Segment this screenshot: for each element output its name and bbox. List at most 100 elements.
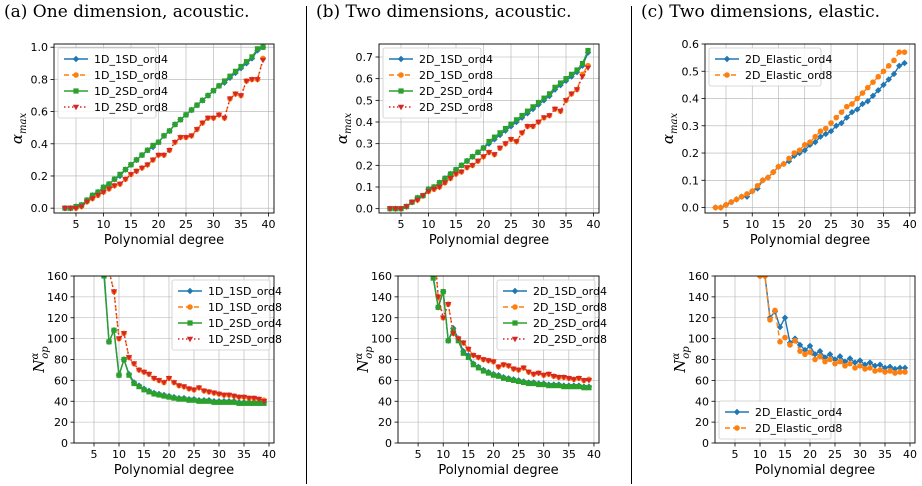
series-layer: [756, 276, 909, 376]
data-point-2D_2SD_ord8: [518, 130, 526, 137]
data-point-2D_Elastic_ord4: [854, 106, 861, 113]
x-tick-label: 5: [732, 448, 739, 461]
y-tick-label: 40: [54, 395, 68, 408]
data-point-2D_2SD_ord8: [535, 370, 542, 377]
data-point-1D_2SD_ord8: [120, 331, 128, 337]
data-point-2D_Elastic_ord4: [836, 353, 844, 360]
data-point-2D_Elastic_ord8: [762, 276, 768, 279]
data-point-1D_2SD_ord4: [121, 356, 127, 363]
x-tick-label: 5: [415, 448, 422, 461]
data-point-2D_2SD_ord4: [585, 47, 591, 54]
data-point-2D_2SD_ord8: [502, 141, 509, 147]
data-point-2D_2SD_ord8: [463, 165, 471, 171]
y-tick-label: 60: [378, 374, 392, 387]
y-tick-label: 0.6: [356, 73, 374, 86]
data-point-2D_2SD_ord8: [469, 163, 476, 169]
data-point-1D_2SD_ord8: [190, 387, 198, 393]
data-point-2D_2SD_ord4: [581, 385, 587, 391]
y-tick-label: 0.4: [682, 93, 700, 106]
legend-box: [382, 47, 482, 119]
data-point-2D_2SD_ord4: [579, 60, 586, 67]
legend-swatch-marker: [512, 320, 518, 326]
data-point-2D_Elastic_ord4: [827, 128, 835, 135]
data-point-1D_2SD_ord8: [250, 395, 258, 402]
y-tick-label: 160: [371, 270, 392, 283]
data-point-2D_2SD_ord8: [475, 355, 482, 361]
data-point-2D_2SD_ord8: [436, 184, 443, 191]
x-tick-label: 30: [537, 448, 551, 461]
data-point-2D_Elastic_ord4: [886, 363, 894, 371]
legend-label: 2D_Elastic_ord8: [755, 422, 842, 435]
data-point-1D_2SD_ord8: [150, 376, 158, 382]
legend-swatch-marker: [398, 72, 404, 78]
x-tick-label: 40: [262, 218, 276, 231]
data-point-1D_2SD_ord4: [101, 276, 107, 279]
y-axis-label-symbol: α: [333, 134, 351, 144]
data-point-2D_2SD_ord4: [460, 350, 466, 356]
data-point-2D_Elastic_ord8: [817, 128, 824, 135]
data-point-1D_2SD_ord8: [248, 77, 256, 83]
x-tick-label: 35: [878, 448, 892, 461]
data-point-2D_Elastic_ord4: [812, 138, 819, 146]
y-tick-label: 140: [47, 291, 68, 304]
data-point-1D_2SD_ord4: [131, 380, 137, 387]
data-point-1D_2SD_ord8: [232, 91, 239, 98]
data-point-1D_2SD_ord8: [130, 361, 138, 367]
legend-swatch-marker: [723, 55, 731, 63]
legend-swatch-marker: [397, 104, 405, 111]
x-tick-label: 5: [73, 218, 80, 231]
data-point-1D_2SD_ord4: [166, 128, 173, 134]
data-point-2D_2SD_ord8: [397, 206, 405, 212]
legend-label: 1D_2SD_ord4: [208, 317, 282, 330]
data-point-2D_2SD_ord4: [505, 376, 512, 382]
x-tick-label: 40: [587, 448, 601, 461]
data-point-1D_2SD_ord8: [226, 96, 234, 102]
y-axis-label-sub: op: [681, 346, 692, 359]
data-point-2D_2SD_ord8: [465, 346, 472, 353]
data-point-2D_Elastic_ord4: [817, 133, 824, 140]
data-point-2D_Elastic_ord8: [749, 188, 756, 194]
data-point-1D_2SD_ord8: [260, 399, 268, 405]
data-point-2D_Elastic_ord4: [843, 114, 850, 121]
data-point-2D_2SD_ord4: [552, 84, 558, 90]
data-point-2D_2SD_ord4: [535, 99, 542, 106]
x-tick-label: 25: [187, 448, 201, 461]
data-point-2D_2SD_ord8: [441, 180, 449, 186]
data-point-1D_2SD_ord4: [232, 68, 239, 74]
data-point-1D_2SD_ord8: [215, 112, 223, 119]
data-point-2D_2SD_ord8: [470, 353, 477, 359]
y-tick-label: 0.0: [356, 203, 374, 216]
chart-b_bottom: 5 10 15 20 25 30 35 40 0 20 40 60 80 100 120 140 160 Poly…: [354, 270, 607, 478]
data-point-2D_2SD_ord8: [447, 176, 454, 182]
data-point-2D_Elastic_ord8: [822, 358, 828, 365]
data-point-2D_2SD_ord8: [529, 124, 537, 130]
data-point-1D_2SD_ord4: [246, 400, 252, 406]
x-tick-label: 15: [137, 448, 151, 461]
data-point-2D_Elastic_ord8: [792, 337, 798, 344]
data-point-1D_2SD_ord8: [160, 152, 168, 159]
data-point-1D_2SD_ord8: [140, 369, 148, 376]
legend-label: 2D_1SD_ord8: [533, 301, 607, 314]
data-point-1D_2SD_ord8: [245, 395, 253, 402]
data-point-2D_Elastic_ord4: [833, 122, 840, 129]
data-point-1D_2SD_ord8: [149, 157, 157, 164]
data-point-2D_Elastic_ord8: [870, 79, 876, 85]
data-point-2D_Elastic_ord8: [723, 202, 729, 208]
data-point-2D_2SD_ord8: [520, 365, 527, 372]
x-tick-label: 40: [262, 448, 276, 461]
data-point-2D_Elastic_ord8: [772, 307, 778, 314]
data-point-1D_2SD_ord8: [185, 386, 193, 392]
data-point-1D_2SD_ord8: [175, 383, 183, 389]
data-point-2D_Elastic_ord8: [775, 163, 782, 170]
data-point-1D_2SD_ord4: [191, 397, 197, 403]
y-tick-label: 20: [378, 416, 392, 429]
data-point-2D_Elastic_ord4: [866, 359, 874, 366]
y-tick-label: 0.0: [682, 202, 700, 215]
data-point-2D_2SD_ord4: [563, 76, 569, 82]
data-point-2D_Elastic_ord4: [901, 59, 908, 67]
data-point-2D_Elastic_ord8: [842, 362, 848, 369]
data-point-1D_1SD_ord4: [101, 268, 107, 274]
data-point-2D_2SD_ord8: [580, 378, 588, 384]
data-point-1D_2SD_ord4: [256, 400, 262, 406]
